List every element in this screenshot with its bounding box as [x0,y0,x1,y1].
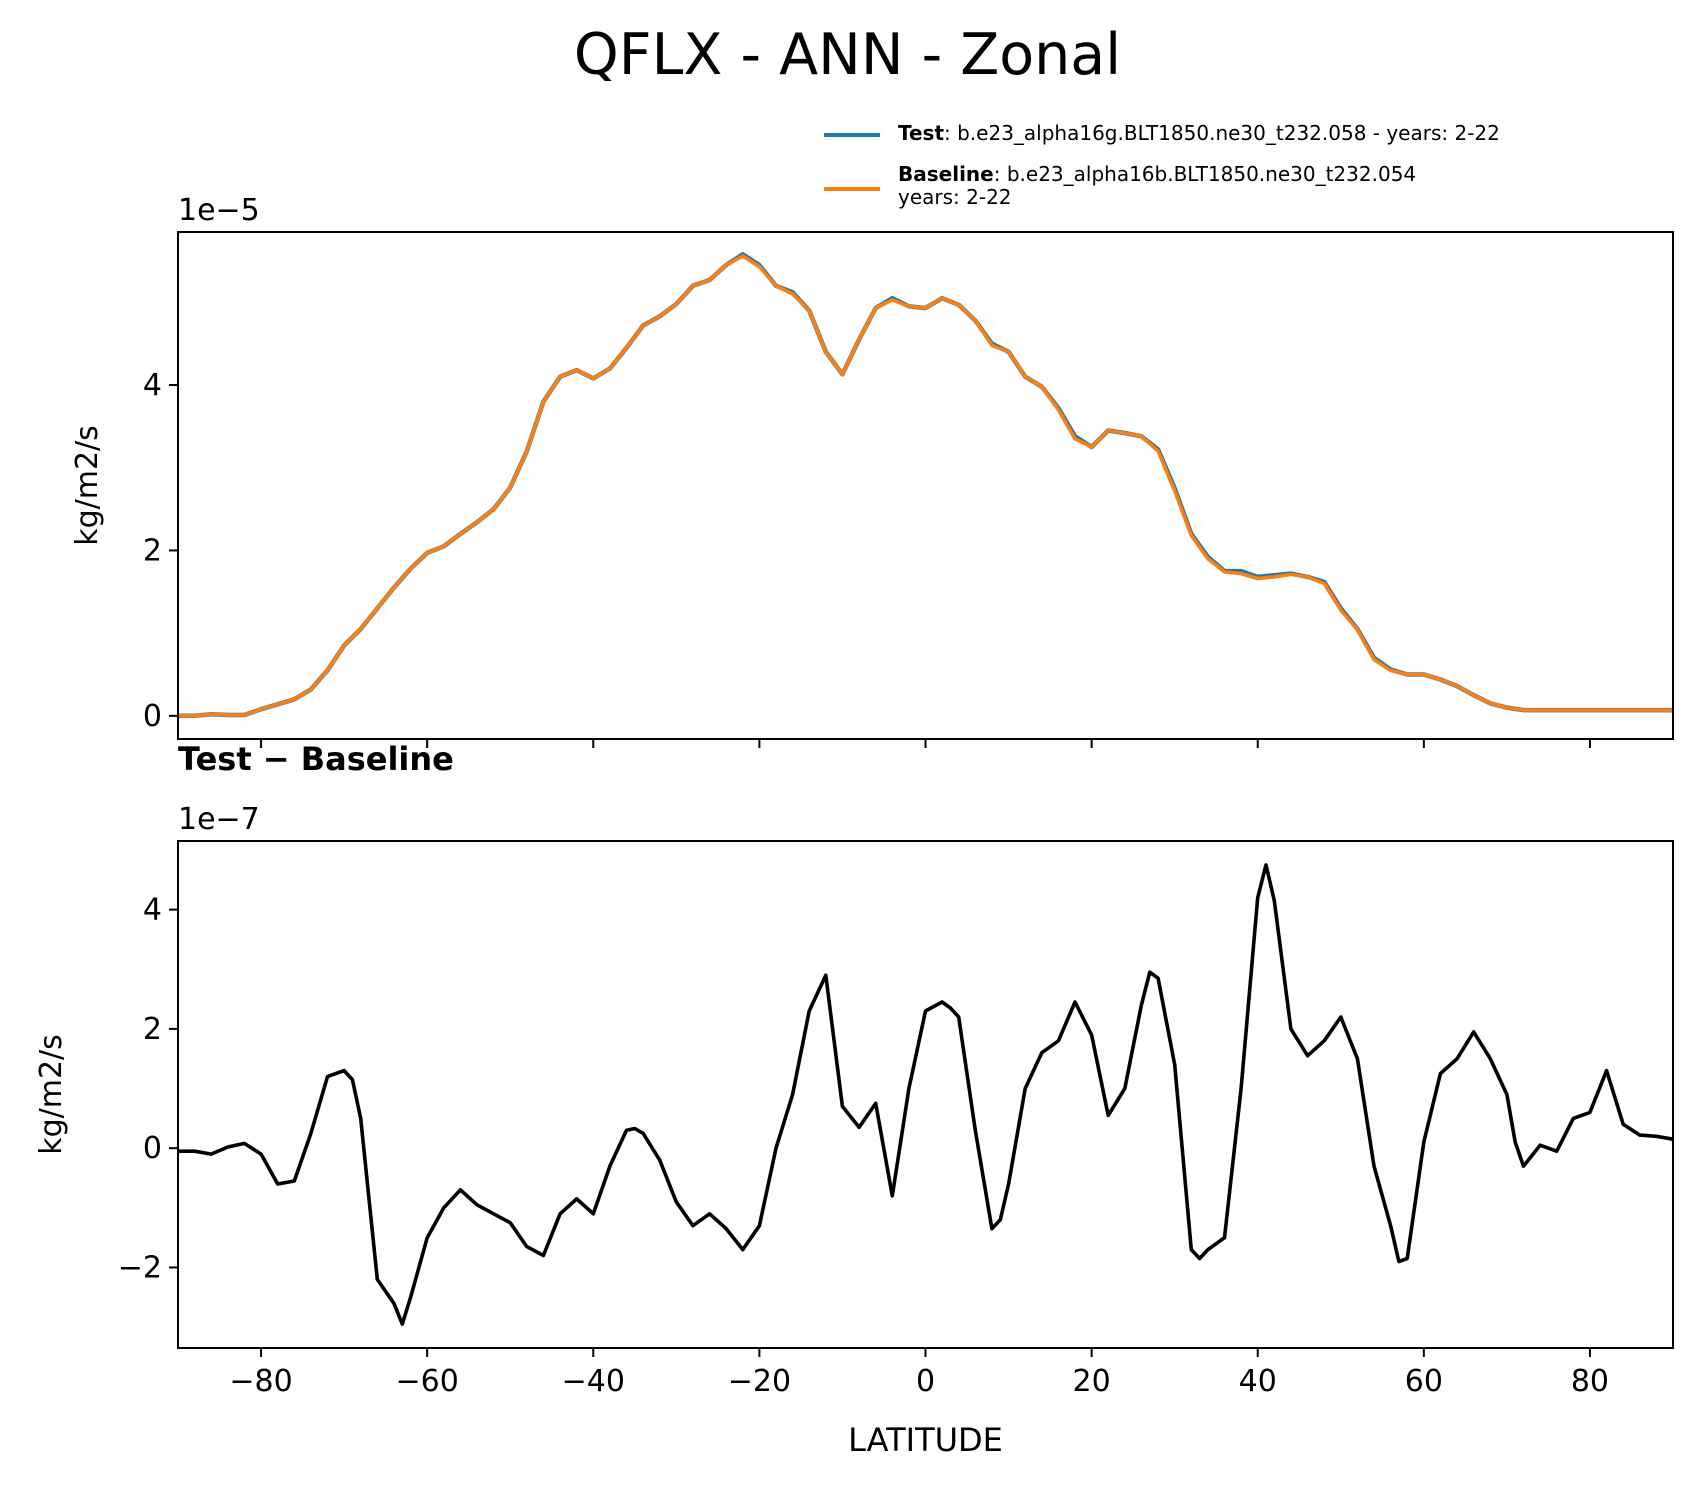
legend-desc-baseline-line1: : b.e23_alpha16b.BLT1850.ne30_t232.054 [993,162,1417,186]
legend-desc-test: : b.e23_alpha16g.BLT1850.ne30_t232.058 -… [944,121,1500,145]
y-tick-label-top: 4 [143,368,162,403]
x-tick-label-bottom: 40 [1239,1364,1277,1399]
axes-frame-bottom [177,840,1674,1349]
figure-title: QFLX - ANN - Zonal [573,22,1122,88]
series-line-bottom-test-baseline [178,863,1674,1326]
legend-label-test: Test [898,121,945,145]
series-line-top-baseline [178,254,1673,718]
series-line-top-test [178,252,1673,719]
legend-desc-baseline-line2: years: 2-22 [898,185,1012,209]
x-tick-label-bottom: −60 [396,1364,459,1399]
offset-text-bottom: 1e−7 [178,802,260,837]
x-tick-label-bottom: 60 [1405,1364,1443,1399]
legend-item-baseline: Baseline: b.e23_alpha16b.BLT1850.ne30_t2… [824,163,1500,209]
offset-text-top: 1e−5 [178,193,260,228]
y-tick-label-top: 2 [143,533,162,568]
x-axis-label-bottom: LATITUDE [848,1421,1003,1459]
legend: Test: b.e23_alpha16g.BLT1850.ne30_t232.0… [824,122,1500,209]
y-tick-label-bottom: 0 [143,1131,162,1166]
legend-item-test: Test: b.e23_alpha16g.BLT1850.ne30_t232.0… [824,122,1500,149]
y-tick-label-top: 0 [143,699,162,734]
x-tick-label-bottom: 20 [1073,1364,1111,1399]
y-tick-label-bottom: 2 [143,1012,162,1047]
x-tick-label-bottom: −80 [229,1364,292,1399]
x-tick-label-bottom: 0 [916,1364,935,1399]
x-tick-label-bottom: 80 [1571,1364,1609,1399]
y-axis-label-bottom: kg/m2/s [34,1034,69,1155]
x-tick-label-bottom: −40 [562,1364,625,1399]
panel-title-bottom: Test − Baseline [178,740,454,778]
legend-swatch-test [824,133,880,137]
y-tick-label-bottom: −2 [118,1250,162,1285]
legend-swatch-baseline [824,187,880,191]
legend-label-baseline: Baseline [898,162,994,186]
x-tick-label-bottom: −20 [728,1364,791,1399]
y-axis-label-top: kg/m2/s [70,425,105,546]
y-tick-label-bottom: 4 [143,893,162,928]
